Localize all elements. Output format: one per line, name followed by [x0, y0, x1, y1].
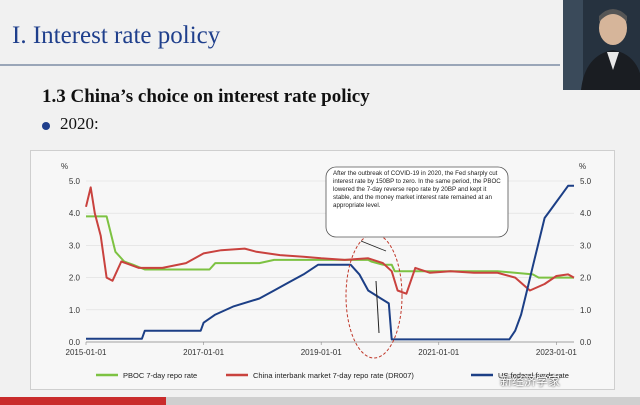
x-tick-label: 2015-01-01 — [66, 348, 107, 357]
left-tick-label: 0.0 — [69, 338, 81, 347]
left-tick-label: 1.0 — [69, 306, 81, 315]
right-tick-label: 3.0 — [580, 241, 592, 250]
speaker-video-inset — [563, 0, 640, 90]
title-divider — [0, 64, 560, 66]
bullet-text: 2020: — [60, 114, 99, 133]
slide-title: I. Interest rate policy — [12, 22, 221, 49]
x-tick-label: 2021-01-01 — [418, 348, 459, 357]
left-axis-ticks: 0.0 1.0 2.0 3.0 4.0 5.0 — [69, 177, 81, 347]
right-tick-label: 0.0 — [580, 338, 592, 347]
legend-label: China interbank market 7-day repo rate (… — [253, 371, 414, 380]
legend-label: US federal funds rate — [498, 371, 569, 380]
left-tick-label: 3.0 — [69, 241, 81, 250]
right-axis-ticks: 0.0 1.0 2.0 3.0 4.0 5.0 — [580, 177, 592, 347]
left-axis-unit: % — [61, 162, 68, 171]
interest-rate-chart: 0.0 1.0 2.0 3.0 4.0 5.0 0.0 1.0 2.0 3.0 4.0 5.0 20… — [61, 162, 592, 380]
annotation-callout: After the outbreak of COVID-19 in 2020, … — [325, 166, 509, 334]
progress-bar — [0, 397, 640, 405]
x-tick-label: 2019-01-01 — [301, 348, 342, 357]
right-tick-label: 5.0 — [580, 177, 592, 186]
section-title: 1.3 China’s choice on interest rate poli… — [42, 86, 370, 107]
chart-legend: PBOC 7-day repo rate China interbank mark… — [96, 371, 569, 380]
progress-fill — [0, 397, 167, 405]
annotation-text: After the outbreak of COVID-19 in 2020, … — [333, 170, 501, 209]
bullet-icon — [42, 122, 50, 130]
series-line-3 — [86, 184, 574, 341]
series-line-2 — [85, 186, 575, 295]
left-tick-label: 2.0 — [69, 274, 81, 283]
left-tick-label: 5.0 — [69, 177, 81, 186]
x-tick-label: 2023-01-01 — [536, 348, 577, 357]
legend-label: PBOC 7-day repo rate — [123, 371, 197, 380]
x-tick-label: 2017-01-01 — [183, 348, 224, 357]
highlight-ellipse — [345, 233, 403, 359]
x-axis-ticks: 2015-01-01 2017-01-01 2019-01-01 2021-01-01… — [66, 341, 577, 357]
left-tick-label: 4.0 — [69, 209, 81, 218]
right-tick-label: 4.0 — [580, 209, 592, 218]
right-tick-label: 1.0 — [580, 306, 592, 315]
right-axis-unit: % — [579, 162, 586, 171]
series-lines — [85, 184, 575, 341]
right-tick-label: 2.0 — [580, 274, 592, 283]
watermark-text: 新经济学家 — [500, 374, 561, 388]
chart-frame: 0.0 1.0 2.0 3.0 4.0 5.0 0.0 1.0 2.0 3.0 4.0 5.0 20… — [30, 150, 615, 390]
